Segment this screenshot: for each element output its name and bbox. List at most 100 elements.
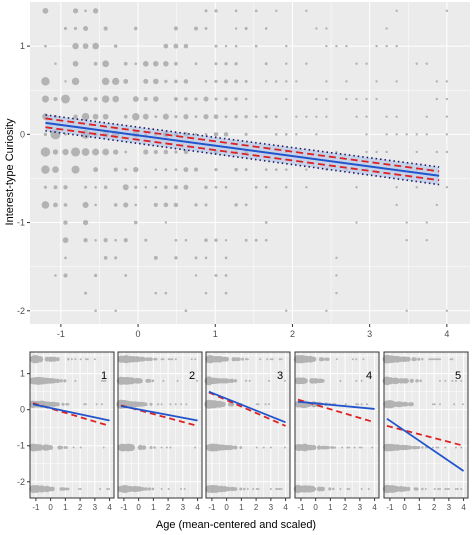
facet-fit-line <box>297 400 375 410</box>
facet-point <box>104 379 107 382</box>
facet-point <box>326 357 330 361</box>
facet-point <box>428 358 431 361</box>
top-point <box>325 80 328 83</box>
top-point <box>63 273 68 278</box>
top-point <box>101 77 110 86</box>
top-point <box>173 26 178 31</box>
top-point <box>143 149 149 155</box>
facet-point <box>85 358 87 361</box>
top-point <box>154 185 158 189</box>
top-point <box>204 238 208 242</box>
facet-point <box>147 487 151 491</box>
top-point <box>163 149 169 155</box>
top-x-tick-label: 3 <box>367 329 372 339</box>
facet-point <box>149 446 153 450</box>
facet-point <box>248 379 251 382</box>
facet-point <box>149 357 153 361</box>
facet-point <box>403 378 409 384</box>
top-point <box>405 309 408 312</box>
facet-point <box>456 487 459 490</box>
top-point <box>154 115 158 119</box>
top-point <box>325 309 328 312</box>
top-point <box>395 80 398 83</box>
top-point <box>40 147 51 157</box>
top-point <box>53 185 58 190</box>
top-point <box>72 42 79 50</box>
top-point <box>103 185 108 190</box>
facet-point <box>409 378 414 383</box>
top-point <box>415 133 418 136</box>
top-point <box>213 132 219 137</box>
facet-point <box>311 444 317 451</box>
facet-point <box>67 403 70 406</box>
facet-point <box>220 401 226 407</box>
facet-point <box>269 358 272 361</box>
facet-x-tick-label: 0 <box>48 503 53 512</box>
top-point <box>335 44 338 48</box>
top-point <box>345 97 348 101</box>
facet-panel-4: 4-1 0 1 2 3 4 <box>293 351 380 512</box>
facet-point <box>59 445 64 450</box>
facet-point <box>266 358 269 361</box>
facet-point <box>229 445 235 450</box>
facet-point <box>257 487 260 490</box>
top-point <box>214 273 218 277</box>
facet-point <box>185 403 188 406</box>
top-point <box>203 114 209 120</box>
facet-point <box>439 403 441 406</box>
top-point <box>83 25 89 31</box>
top-point <box>264 27 268 30</box>
facet-point <box>44 444 51 451</box>
facet-point <box>268 379 271 382</box>
y-axis-title: Interest-type Curiosity <box>4 118 16 225</box>
facet-point <box>224 378 230 384</box>
facet-point <box>162 358 165 361</box>
facet-point <box>360 403 363 406</box>
facet-point <box>276 487 279 490</box>
top-point <box>244 132 248 136</box>
top-point <box>164 79 168 84</box>
top-point <box>385 44 388 48</box>
top-point <box>82 201 89 208</box>
top-point <box>82 43 89 49</box>
top-point <box>153 60 159 67</box>
top-point <box>123 61 128 66</box>
top-x-tick-label: 2 <box>290 329 295 339</box>
top-point <box>285 186 288 189</box>
top-point <box>114 238 118 242</box>
facet-3-background <box>206 352 290 498</box>
facet-point <box>176 379 179 382</box>
top-point <box>425 115 428 118</box>
facet-point <box>355 379 358 382</box>
top-point <box>385 150 388 154</box>
top-point <box>113 167 118 172</box>
facet-point <box>311 356 317 362</box>
top-point <box>194 274 198 277</box>
facet-point <box>244 358 248 361</box>
facet-point <box>160 446 163 449</box>
facet-label: 1 <box>101 370 107 382</box>
facet-point <box>180 403 183 406</box>
facet-x-tick-label: 1 <box>417 503 422 512</box>
facet-point <box>155 358 158 361</box>
top-point <box>132 96 139 102</box>
facet-point <box>362 358 365 361</box>
facet-x-tick-label: -1 <box>297 503 305 512</box>
facet-border <box>29 351 115 499</box>
top-point <box>234 114 238 119</box>
facet-point <box>367 487 370 490</box>
facet-point <box>444 446 447 449</box>
facet-point <box>365 403 368 406</box>
top-point <box>93 167 99 173</box>
facet-point <box>262 446 265 449</box>
top-point <box>133 166 139 173</box>
top-dotted-lower <box>45 130 440 186</box>
top-point <box>234 44 238 48</box>
facet-point <box>141 445 147 450</box>
facet-point <box>454 379 457 382</box>
top-point <box>94 203 97 207</box>
top-point <box>435 80 439 83</box>
top-point <box>81 112 90 121</box>
facet-point <box>160 403 163 406</box>
facet-point <box>143 487 148 491</box>
